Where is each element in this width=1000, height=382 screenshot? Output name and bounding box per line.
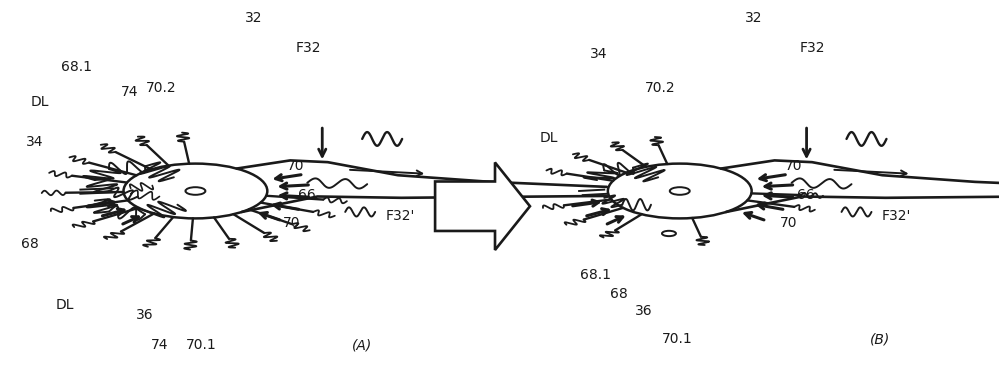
Text: 74: 74 <box>121 85 138 99</box>
Text: 70: 70 <box>287 159 305 173</box>
Text: DL: DL <box>31 95 49 108</box>
Text: F32: F32 <box>800 41 825 55</box>
Text: 68.1: 68.1 <box>61 60 92 74</box>
Text: 70.1: 70.1 <box>662 332 693 346</box>
Text: 32: 32 <box>745 11 762 25</box>
Text: (B): (B) <box>869 332 890 346</box>
Text: 32: 32 <box>245 11 263 25</box>
Text: 66: 66 <box>298 188 316 202</box>
Text: 68.1: 68.1 <box>580 268 611 282</box>
Text: F32': F32' <box>881 209 911 223</box>
Text: 74: 74 <box>150 338 168 352</box>
Polygon shape <box>435 162 530 250</box>
Text: 70.2: 70.2 <box>145 81 176 95</box>
Text: 70: 70 <box>785 159 802 173</box>
Text: 68: 68 <box>21 237 38 251</box>
Text: F32': F32' <box>385 209 415 223</box>
Text: 66: 66 <box>797 188 814 202</box>
Text: 34: 34 <box>26 134 43 149</box>
Text: 34: 34 <box>590 47 607 61</box>
Text: F32: F32 <box>295 41 321 55</box>
Text: 70.2: 70.2 <box>645 81 675 95</box>
Text: DL: DL <box>540 131 558 145</box>
Text: 70: 70 <box>780 216 797 230</box>
Text: 36: 36 <box>136 308 153 322</box>
Text: 70: 70 <box>283 216 301 230</box>
Text: DL: DL <box>56 298 74 312</box>
Text: 68: 68 <box>610 287 628 301</box>
Text: (A): (A) <box>352 338 372 352</box>
Text: 36: 36 <box>635 304 652 318</box>
Text: 70.1: 70.1 <box>185 338 216 352</box>
